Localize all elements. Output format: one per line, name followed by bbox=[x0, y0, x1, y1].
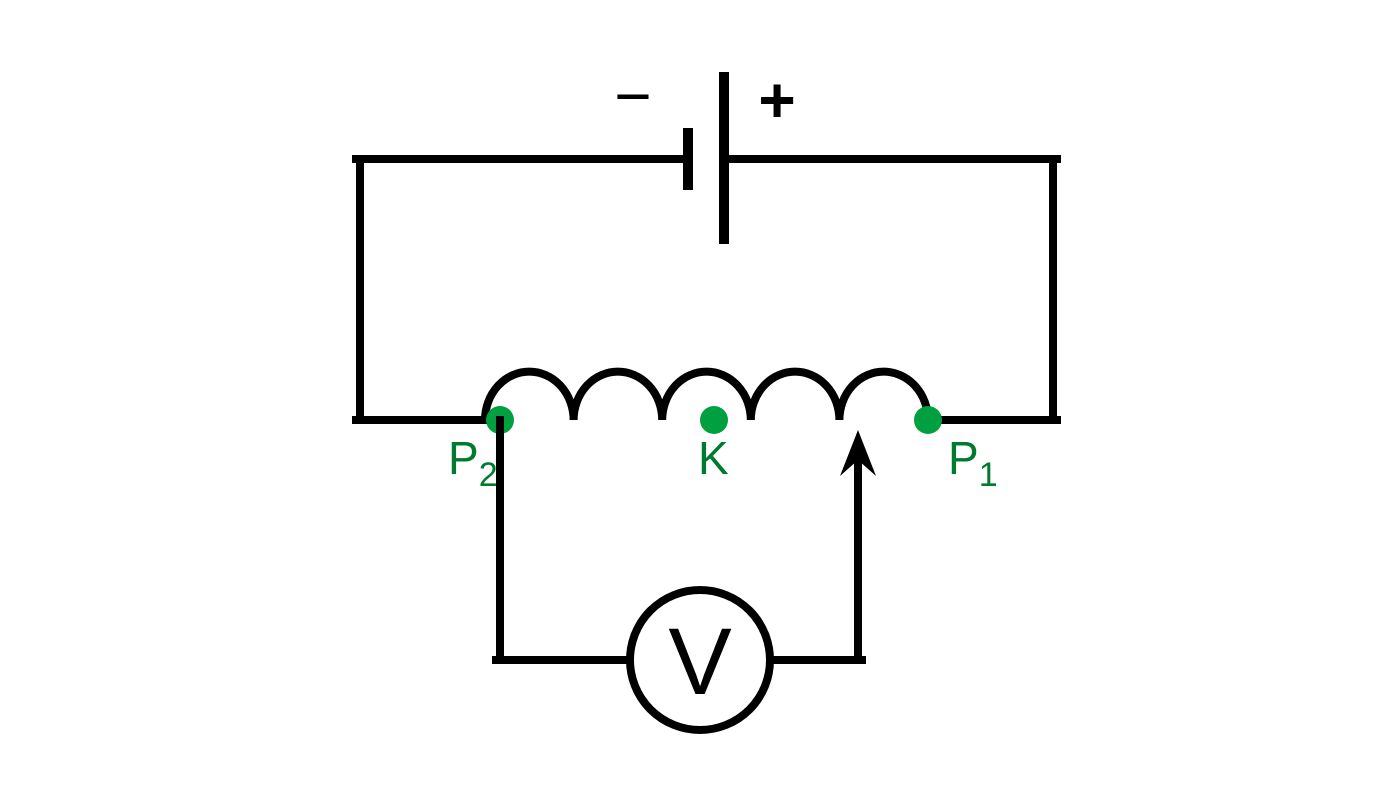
battery-minus-label: − bbox=[614, 60, 651, 132]
svg-text:K: K bbox=[698, 432, 729, 484]
voltmeter-label: V bbox=[668, 609, 731, 715]
svg-text:P1: P1 bbox=[948, 432, 998, 494]
label-k: K bbox=[698, 432, 729, 484]
main-loop-wires bbox=[356, 159, 1057, 420]
voltmeter: V bbox=[630, 590, 770, 730]
battery-plus-label: + bbox=[758, 64, 795, 136]
node-k bbox=[700, 406, 728, 434]
battery-symbol bbox=[688, 72, 724, 244]
svg-text:P2: P2 bbox=[448, 432, 498, 494]
node-p1 bbox=[914, 406, 942, 434]
circuit-diagram: − + P2 K P1 V bbox=[0, 0, 1400, 787]
label-p2: P2 bbox=[448, 432, 498, 494]
label-p1: P1 bbox=[948, 432, 998, 494]
